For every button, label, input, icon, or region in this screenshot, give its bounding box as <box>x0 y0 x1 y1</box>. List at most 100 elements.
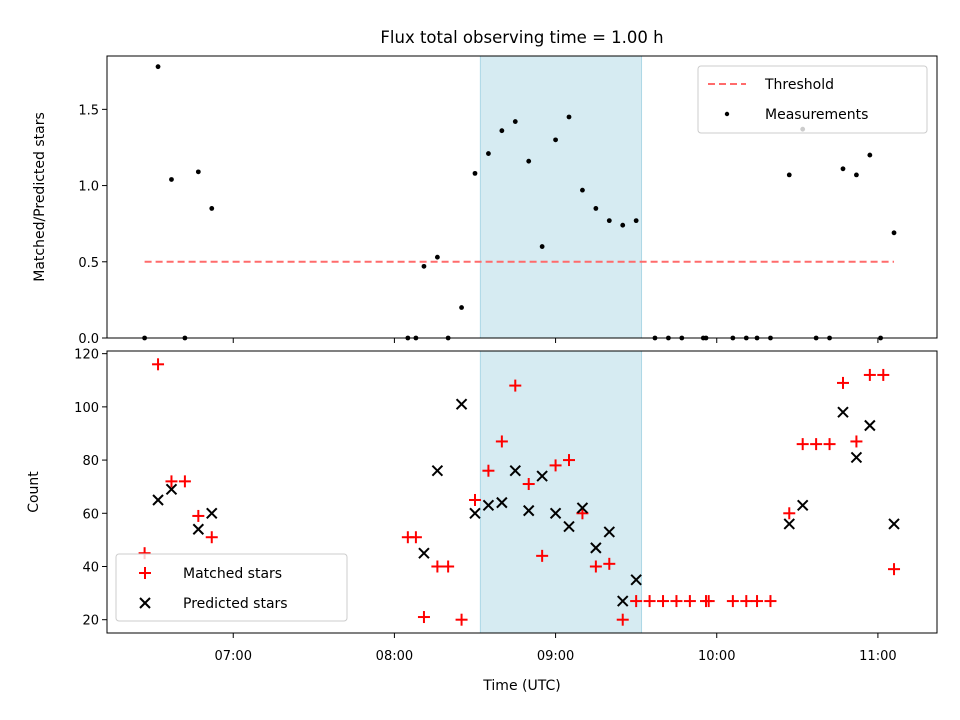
matched-stars-point <box>823 438 836 451</box>
predicted-stars-point <box>523 504 535 517</box>
matched-stars-point <box>431 560 444 573</box>
threshold-legend-label: Threshold <box>764 77 834 93</box>
predicted-stars-point <box>783 518 795 530</box>
matched-stars-point <box>178 475 191 488</box>
matched-stars-point <box>509 379 522 392</box>
matched-stars-point <box>657 595 670 608</box>
x-tick-label: 10:00 <box>698 649 735 664</box>
x-tick-label: 08:00 <box>376 649 413 664</box>
predicted-stars-point <box>469 507 481 519</box>
x-tick-label: 11:00 <box>859 649 896 664</box>
measurements-series <box>142 64 897 341</box>
matched-stars-point <box>589 560 602 573</box>
predicted-stars-point <box>590 542 602 554</box>
matched-stars-point <box>702 595 715 608</box>
predicted-stars-point <box>192 523 205 535</box>
bottom-legend-box <box>115 553 348 622</box>
measurement-point <box>786 172 792 178</box>
matched-stars-point <box>670 595 683 608</box>
matched-stars-point <box>152 358 165 371</box>
top-y-axis-ticks: 0.0 0.5 1.0 1.5 <box>78 103 107 347</box>
y-tick-label: 0.0 <box>78 332 99 347</box>
matched-stars-point <box>442 560 455 573</box>
bottom-panel: 20 40 60 80 100 120 07:00 08:00 09:00 10:00 11:00… <box>26 348 938 694</box>
matched-stars-point <box>877 368 890 381</box>
predicted-stars-point <box>165 483 178 496</box>
bottom-y-axis-label: Count <box>26 471 42 513</box>
x-axis-label: Time (UTC) <box>482 678 560 694</box>
measurements-legend-label: Measurements <box>765 107 868 123</box>
matched-stars-point <box>409 531 422 544</box>
measurement-point <box>566 114 572 120</box>
top-legend: Threshold Measurements <box>697 65 928 134</box>
measurement-point <box>539 244 545 249</box>
measurement-point <box>840 166 846 172</box>
predicted-stars-point <box>536 470 548 482</box>
matched-stars-legend-label: Matched stars <box>183 566 282 582</box>
y-tick-label: 120 <box>74 348 99 363</box>
matched-stars-point <box>495 435 508 448</box>
predicted-stars-point <box>563 520 575 533</box>
matched-stars-point <box>836 376 849 389</box>
y-tick-label: 60 <box>82 507 99 522</box>
measurement-point <box>606 218 612 224</box>
measurement-point <box>633 218 639 224</box>
bottom-y-axis-ticks: 20 40 60 80 100 120 <box>74 348 107 629</box>
measurement-point <box>891 230 897 236</box>
measurement-point <box>499 128 505 134</box>
predicted-stars-point <box>455 398 468 410</box>
matched-stars-point <box>616 613 629 626</box>
measurements-legend-swatch <box>724 111 730 117</box>
measurement-point <box>854 172 859 178</box>
x-tick-label: 09:00 <box>537 649 574 664</box>
matched-stars-series <box>138 358 901 626</box>
matched-stars-point <box>549 459 562 472</box>
predicted-stars-point <box>418 547 430 559</box>
matched-stars-point <box>522 478 535 491</box>
measurement-point <box>155 64 161 70</box>
matched-stars-legend-swatch <box>139 567 151 579</box>
matched-stars-point <box>630 595 643 608</box>
matched-stars-point <box>764 595 777 608</box>
measurement-point <box>434 254 440 260</box>
measurement-point <box>459 305 464 310</box>
measurement-point <box>867 152 873 158</box>
measurement-point <box>512 119 518 124</box>
matched-stars-point <box>863 368 876 381</box>
measurement-point <box>486 151 491 156</box>
chart-title: Flux total observing time = 1.00 h <box>380 28 663 47</box>
measurement-point <box>593 206 599 211</box>
predicted-stars-point <box>152 494 164 506</box>
y-tick-label: 40 <box>82 560 99 575</box>
top-x-axis-ticks <box>232 338 879 343</box>
matched-stars-point <box>455 613 468 626</box>
measurement-point <box>580 187 585 193</box>
measurement-point <box>620 222 626 228</box>
predicted-stars-point <box>630 574 642 586</box>
predicted-stars-point <box>796 499 809 512</box>
matched-stars-point <box>683 595 696 608</box>
predicted-stars-point <box>206 507 218 519</box>
matched-stars-point <box>726 595 739 608</box>
observing-window-shade-top <box>479 55 643 339</box>
predicted-stars-legend-swatch <box>139 597 151 609</box>
top-axes-frame <box>106 55 938 339</box>
matched-stars-point <box>850 435 863 448</box>
top-legend-box <box>697 65 928 134</box>
measurement-point <box>195 169 201 175</box>
predicted-stars-point <box>837 406 849 418</box>
predicted-stars-series <box>152 398 900 607</box>
predicted-stars-point <box>576 502 589 514</box>
matched-stars-point <box>751 595 764 608</box>
matched-stars-point <box>740 595 753 608</box>
predicted-stars-point <box>482 499 495 512</box>
matched-stars-point <box>205 531 218 544</box>
matched-stars-point <box>536 549 549 562</box>
y-tick-label: 20 <box>82 614 99 629</box>
matched-stars-point <box>165 475 178 488</box>
y-tick-label: 1.5 <box>78 103 99 118</box>
matched-stars-point <box>482 464 495 477</box>
y-tick-label: 100 <box>74 401 99 416</box>
y-tick-label: 80 <box>82 454 99 469</box>
y-tick-label: 1.0 <box>78 180 99 195</box>
